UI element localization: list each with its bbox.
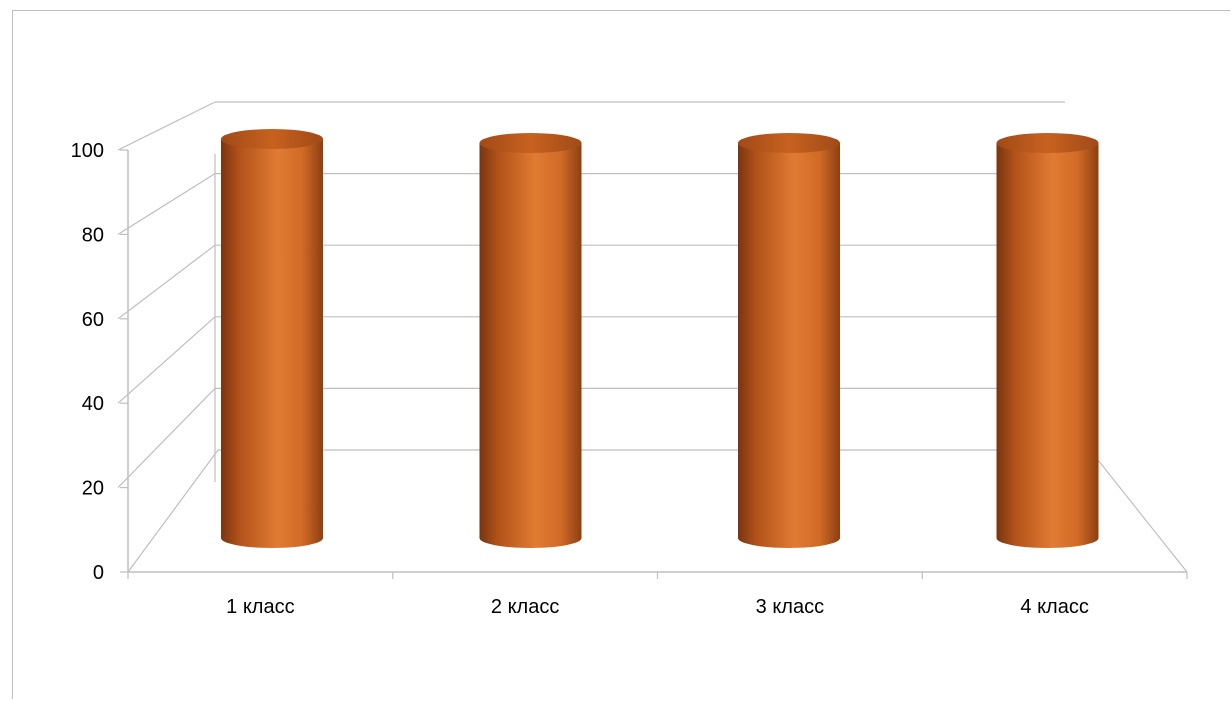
x-category-label: 4 класс: [1020, 596, 1088, 618]
x-category-label: 2 класс: [491, 596, 559, 618]
cylinder-body: [221, 139, 323, 548]
gridline-diagonal: [117, 244, 216, 320]
gridline-diagonal: [117, 101, 216, 151]
chart-frame: [12, 10, 1230, 699]
y-axis-ticks: 0 20 40 60 80 100: [71, 140, 128, 584]
cylinder-bar: [738, 133, 840, 548]
bars: [221, 129, 1099, 548]
x-category-label: 1 класс: [226, 596, 294, 618]
gridline-diagonal: [117, 173, 216, 235]
cylinder-bar: [996, 133, 1099, 548]
gridlines: [117, 101, 1065, 489]
cylinder-top: [996, 133, 1099, 153]
y-tick-label: 20: [82, 478, 104, 500]
cylinder-top: [479, 133, 582, 153]
cylinder-bar: [479, 133, 582, 548]
cylinder-top: [738, 133, 840, 153]
gridline-diagonal: [117, 387, 216, 489]
cylinder-bar: [221, 129, 323, 548]
cylinder-body: [479, 143, 582, 548]
y-tick-label: 100: [71, 140, 104, 162]
chart-walls: [127, 150, 1188, 579]
x-category-label: 3 класс: [756, 596, 824, 618]
y-tick-label: 80: [82, 224, 104, 246]
x-axis-labels: 1 класс 2 класс 3 класс 4 класс: [226, 596, 1089, 618]
y-tick-label: 40: [82, 393, 104, 415]
cylinder-body: [738, 143, 840, 548]
floor-outline: [127, 449, 1188, 573]
gridline-diagonal: [117, 316, 216, 404]
cylinder-top: [221, 129, 323, 149]
cylinder-body: [996, 143, 1099, 548]
y-tick-label: 60: [82, 309, 104, 331]
y-tick-label: 0: [93, 562, 104, 584]
